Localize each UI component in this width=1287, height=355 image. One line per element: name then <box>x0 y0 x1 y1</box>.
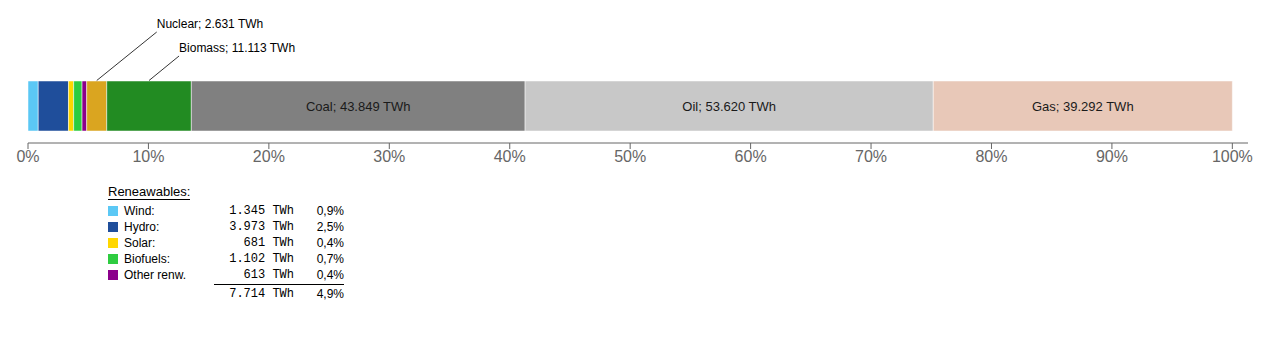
svg-text:90%: 90% <box>1096 148 1128 165</box>
svg-text:30%: 30% <box>373 148 405 165</box>
html-text:681 TWh: 681 TWh <box>229 236 294 250</box>
html-text:2,5%: 2,5% <box>316 220 344 234</box>
svg-text:Biomass; 11.113 TWh: Biomass; 11.113 TWh <box>179 41 295 55</box>
svg-text:100%: 100% <box>1212 148 1253 165</box>
html-text:0,4%: 0,4% <box>316 236 344 250</box>
svg-text:50%: 50% <box>614 148 646 165</box>
html-text:3.973 TWh: 3.973 TWh <box>229 220 294 234</box>
html-text:Other renw.: Other renw. <box>124 268 186 282</box>
html-text:Reneawables:: Reneawables: <box>108 184 191 199</box>
html-text:Solar:: Solar: <box>124 236 156 250</box>
html-text:4,9%: 4,9% <box>316 287 344 301</box>
html-text:7.714 TWh: 7.714 TWh <box>229 287 294 301</box>
svg-text:20%: 20% <box>253 148 285 165</box>
svg-text:40%: 40% <box>494 148 526 165</box>
svg-text:Nuclear; 2.631 TWh: Nuclear; 2.631 TWh <box>157 17 264 31</box>
html-text:1.102 TWh: 1.102 TWh <box>229 252 294 266</box>
svg-text:Coal; 43.849 TWh: Coal; 43.849 TWh <box>306 99 411 114</box>
svg-text:0%: 0% <box>16 148 39 165</box>
html-text:613 TWh: 613 TWh <box>229 268 294 282</box>
html-text:Hydro:: Hydro: <box>124 220 160 234</box>
html-text:0,9%: 0,9% <box>316 204 344 218</box>
html-text:Wind:: Wind: <box>124 204 155 218</box>
svg-text:80%: 80% <box>975 148 1007 165</box>
html-text:1.345 TWh: 1.345 TWh <box>229 204 294 218</box>
svg-text:Gas; 39.292 TWh: Gas; 39.292 TWh <box>1032 99 1134 114</box>
svg-text:60%: 60% <box>735 148 767 165</box>
html-text:0,4%: 0,4% <box>316 268 344 282</box>
svg-text:70%: 70% <box>855 148 887 165</box>
svg-text:10%: 10% <box>132 148 164 165</box>
html-text:Biofuels:: Biofuels: <box>124 252 170 266</box>
svg-text:Oil; 53.620 TWh: Oil; 53.620 TWh <box>682 99 776 114</box>
html-text:0,7%: 0,7% <box>316 252 344 266</box>
